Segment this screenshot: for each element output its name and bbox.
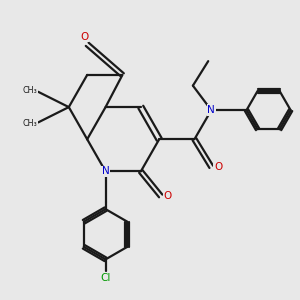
Text: O: O xyxy=(214,162,222,172)
Text: Cl: Cl xyxy=(100,273,111,283)
Text: O: O xyxy=(163,191,172,201)
Text: O: O xyxy=(80,32,88,42)
Text: N: N xyxy=(102,167,110,176)
Text: N: N xyxy=(207,105,215,115)
Text: CH₃: CH₃ xyxy=(22,119,37,128)
Text: CH₃: CH₃ xyxy=(22,86,37,95)
